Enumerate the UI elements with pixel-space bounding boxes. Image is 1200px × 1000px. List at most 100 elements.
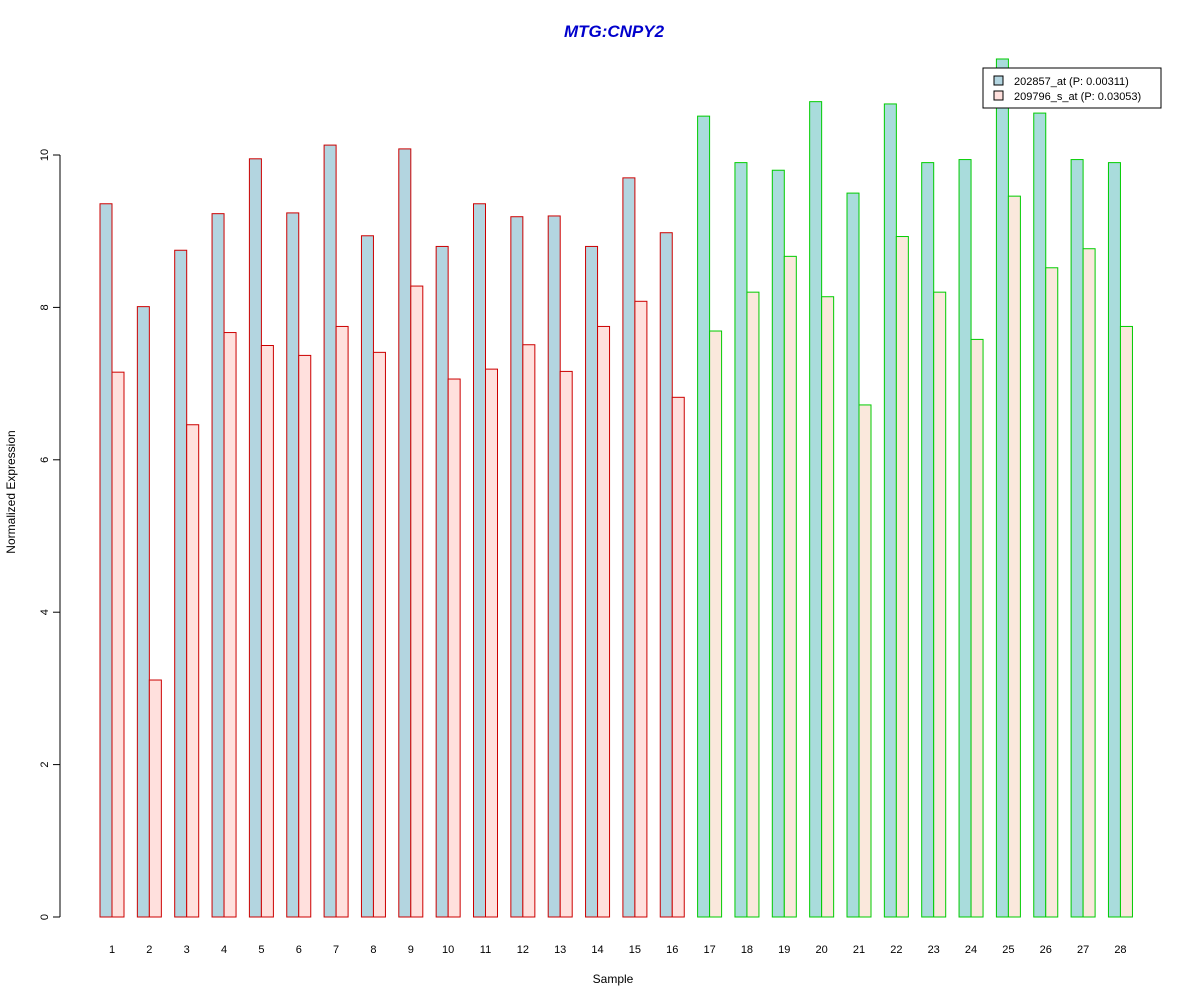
bar-209796-sample-3 [186,424,200,918]
bar-209796-sample-2 [148,679,162,918]
bar-202857-sample-6 [286,212,300,918]
bar-202857-sample-1 [99,203,113,918]
x-tick-label: 3 [184,944,190,956]
x-tick-label: 23 [928,944,940,956]
bar-202857-sample-16 [659,232,673,918]
bar-202857-sample-22 [883,103,897,918]
bar-209796-sample-20 [821,296,835,918]
bar-202857-sample-17 [697,115,711,918]
bar-209796-sample-16 [671,396,685,918]
chart-title: MTG:CNPY2 [564,22,665,41]
x-tick-label: 25 [1002,944,1014,956]
bar-202857-sample-19 [771,169,785,918]
bars [99,58,1133,918]
bar-209796-sample-9 [410,285,424,918]
bar-209796-sample-11 [485,368,498,918]
bar-209796-sample-27 [1082,248,1096,918]
bar-202857-sample-23 [921,162,935,918]
x-tick-label: 5 [258,944,264,956]
bar-209796-sample-19 [783,255,797,918]
x-tick-label: 7 [333,944,339,956]
bar-209796-sample-1 [111,371,125,918]
x-tick-label: 26 [1040,944,1052,956]
legend-swatch-202857 [993,75,1004,86]
bar-202857-sample-10 [435,245,449,918]
x-tick-label: 6 [296,944,302,956]
bar-209796-sample-4 [223,332,237,918]
legend-label-202857: 202857_at (P: 0.00311) [1014,76,1129,88]
bar-209796-sample-14 [597,325,611,918]
y-axis: 0 2 4 6 8 10 [39,149,61,920]
bar-202857-sample-26 [1033,112,1047,918]
bar-209796-sample-26 [1045,267,1059,918]
x-tick-label: 8 [370,944,376,956]
bar-209796-sample-10 [447,378,461,918]
bar-209796-sample-8 [372,351,386,918]
bar-209796-sample-25 [1007,195,1021,918]
x-tick-label: 15 [629,944,641,956]
x-axis-label: Sample [593,972,634,986]
bar-209796-sample-21 [858,404,872,918]
bar-202857-sample-28 [1107,162,1121,918]
bar-209796-sample-23 [933,291,947,918]
bar-209796-sample-15 [634,300,648,918]
bar-202857-sample-12 [510,216,524,918]
y-tick-label: 8 [39,304,51,310]
bar-202857-sample-21 [846,192,860,918]
x-tick-label: 14 [591,944,603,956]
y-tick-label: 10 [39,149,51,161]
bar-202857-sample-7 [323,144,337,918]
legend: 202857_at (P: 0.00311) 209796_s_at (P: 0… [982,67,1162,109]
x-tick-labels: 1 2 3 4 5 6 7 8 9 10 11 12 13 14 15 16 17 18 19 20 21 22 23 24 2… [109,944,1127,956]
y-tick-label: 2 [39,762,51,768]
bar-209796-sample-18 [746,291,760,918]
bar-209796-sample-28 [1119,325,1133,918]
bar-202857-sample-14 [585,245,599,918]
bar-202857-sample-5 [248,158,262,918]
legend-label-209796: 209796_s_at (P: 0.03053) [1014,91,1141,103]
x-tick-label: 16 [666,944,678,956]
x-tick-label: 10 [442,944,454,956]
bar-202857-sample-4 [211,213,225,918]
bar-202857-sample-24 [958,159,972,918]
y-tick-label: 0 [39,914,51,920]
bar-202857-sample-25 [995,58,1009,918]
bar-202857-sample-15 [622,177,636,918]
y-axis-label: Normalized Expression [4,430,18,553]
bar-202857-sample-9 [398,148,412,918]
x-tick-label: 4 [221,944,227,956]
bar-202857-sample-20 [809,101,823,918]
bar-209796-sample-22 [895,236,909,918]
y-tick-label: 4 [39,609,51,615]
x-tick-label: 27 [1077,944,1089,956]
x-tick-label: 11 [480,944,491,956]
bar-202857-sample-2 [136,306,150,918]
x-tick-label: 2 [146,944,152,956]
bar-202857-sample-27 [1070,159,1084,918]
x-tick-label: 21 [853,944,865,956]
x-tick-label: 9 [408,944,414,956]
bar-209796-sample-7 [335,325,349,918]
bar-202857-sample-3 [174,249,188,918]
bar-209796-sample-6 [298,354,312,918]
bar-209796-sample-24 [970,338,984,918]
bar-209796-sample-17 [709,330,723,918]
x-tick-label: 18 [741,944,753,956]
x-tick-label: 1 [109,944,115,956]
x-tick-label: 22 [890,944,902,956]
x-tick-label: 20 [816,944,828,956]
y-tick-label: 6 [39,457,51,463]
legend-swatch-209796 [993,90,1004,101]
x-tick-label: 19 [778,944,790,956]
bar-209796-sample-12 [522,344,536,918]
x-tick-label: 28 [1114,944,1126,956]
bar-202857-sample-8 [360,235,374,918]
legend-box [982,67,1162,109]
bar-209796-sample-5 [260,345,274,918]
bar-209796-sample-13 [559,370,573,918]
bar-202857-sample-18 [734,162,748,918]
x-tick-label: 17 [703,944,715,956]
x-tick-label: 12 [517,944,529,956]
x-tick-label: 24 [965,944,977,956]
